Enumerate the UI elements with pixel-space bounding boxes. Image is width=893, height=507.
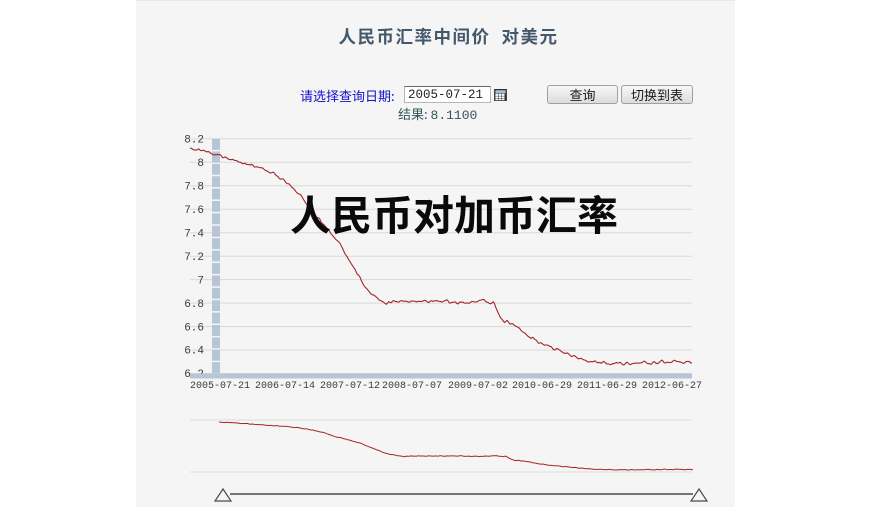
svg-text:6.6: 6.6	[184, 322, 204, 334]
svg-text:2009-07-02: 2009-07-02	[448, 381, 508, 392]
svg-text:7.6: 7.6	[184, 205, 204, 217]
svg-text:8: 8	[197, 158, 204, 170]
svg-text:人民币对加币汇率: 人民币对加币汇率	[290, 182, 618, 242]
svg-text:6.4: 6.4	[184, 346, 204, 358]
svg-text:2012-06-27: 2012-06-27	[642, 381, 702, 392]
svg-text:7.8: 7.8	[184, 182, 204, 194]
svg-text:7.2: 7.2	[184, 252, 204, 264]
svg-text:7: 7	[197, 275, 204, 287]
svg-text:6.8: 6.8	[184, 299, 204, 311]
svg-text:2010-06-29: 2010-06-29	[512, 381, 572, 392]
svg-text:2011-06-29: 2011-06-29	[577, 381, 637, 392]
svg-text:7.4: 7.4	[184, 228, 204, 240]
svg-text:2006-07-14: 2006-07-14	[255, 381, 315, 392]
svg-text:2007-07-12: 2007-07-12	[320, 381, 380, 392]
svg-text:2008-07-07: 2008-07-07	[382, 381, 442, 392]
svg-text:2005-07-21: 2005-07-21	[190, 381, 250, 392]
svg-text:8.2: 8.2	[184, 135, 204, 147]
